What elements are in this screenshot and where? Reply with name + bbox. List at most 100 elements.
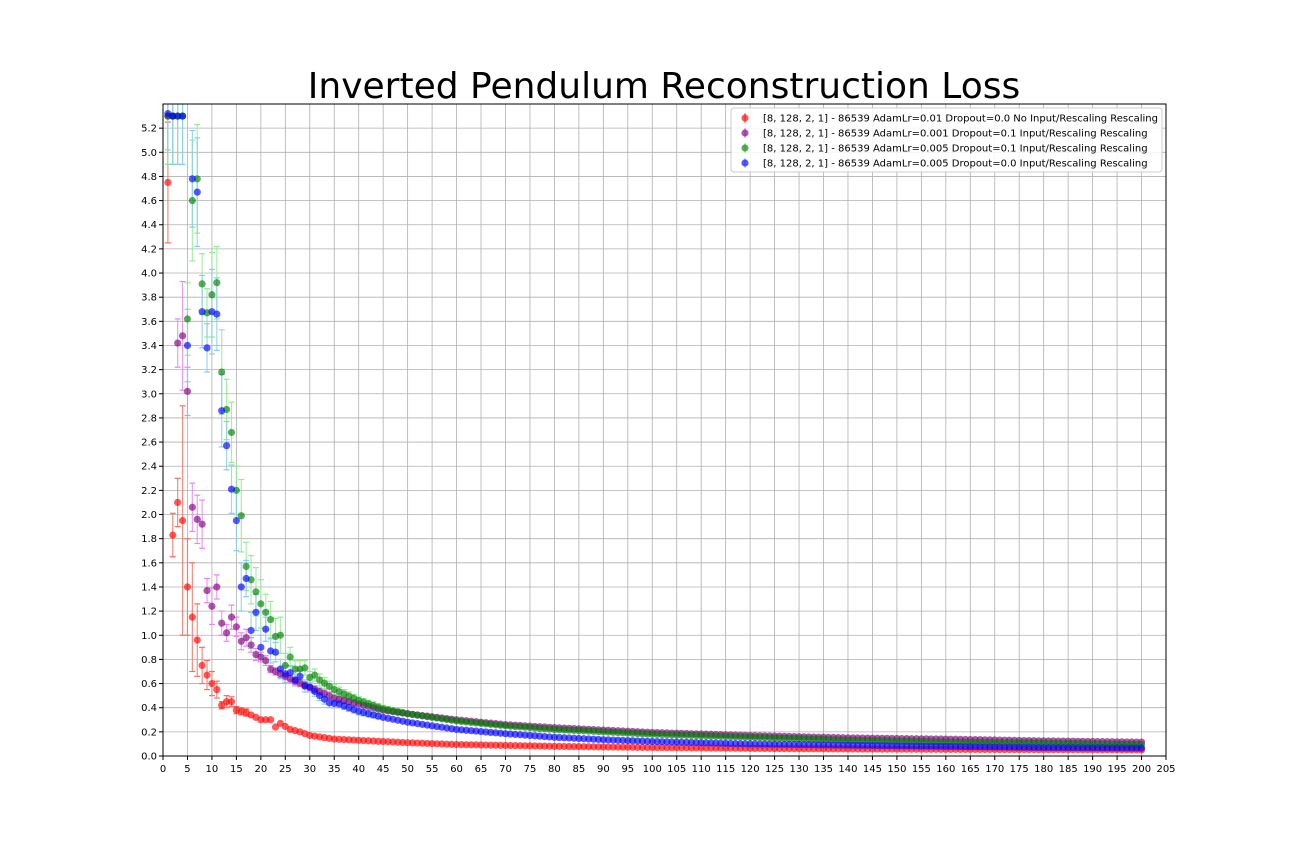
data-point	[218, 407, 226, 415]
y-tick-label: 4.8	[141, 172, 157, 183]
data-point	[203, 586, 211, 595]
x-tick-label: 200	[1132, 764, 1151, 775]
data-point	[208, 679, 216, 688]
x-tick-label: 5	[184, 764, 190, 775]
x-tick-label: 165	[961, 764, 980, 775]
data-point	[262, 657, 270, 665]
x-tick-label: 15	[230, 764, 243, 775]
legend: [8, 128, 2, 1] - 86539 AdamLr=0.01 Dropo…	[730, 107, 1163, 173]
x-tick-label: 140	[838, 764, 857, 775]
x-tick-label: 170	[985, 764, 1004, 775]
legend-label: [8, 128, 2, 1] - 86539 AdamLr=0.005 Drop…	[763, 159, 1148, 170]
data-point	[271, 648, 280, 656]
data-point	[188, 175, 196, 183]
data-point	[257, 600, 265, 608]
x-tick-label: 25	[279, 764, 292, 775]
data-point	[227, 485, 236, 493]
data-point	[213, 310, 221, 318]
x-tick-label: 105	[667, 764, 686, 775]
y-tick-label: 2.4	[141, 462, 157, 473]
data-point	[193, 515, 201, 523]
x-tick-label: 70	[499, 764, 512, 775]
data-point	[267, 615, 275, 624]
y-tick-label: 2.8	[141, 413, 157, 424]
data-point	[242, 574, 250, 583]
data-point	[193, 636, 201, 644]
data-point	[174, 339, 182, 347]
y-tick-label: 0.8	[141, 655, 157, 666]
y-tick-label: 0.2	[141, 727, 157, 738]
legend-marker	[741, 129, 749, 137]
y-tick-label: 2.0	[141, 510, 157, 521]
y-tick-label: 4.4	[141, 220, 157, 231]
data-point	[276, 665, 285, 673]
x-tick-label: 80	[548, 764, 561, 775]
y-tick-label: 3.8	[141, 293, 157, 304]
y-tick-label: 1.2	[141, 607, 157, 618]
y-tick-label: 1.6	[141, 558, 157, 569]
data-point	[1137, 744, 1146, 752]
x-tick-label: 195	[1108, 764, 1127, 775]
legend-marker	[741, 144, 749, 152]
data-point	[306, 683, 314, 691]
x-tick-label: 20	[254, 764, 267, 775]
x-tick-label: 100	[643, 764, 662, 775]
x-tick-label: 45	[377, 764, 390, 775]
x-tick-label: 160	[936, 764, 955, 775]
x-tick-label: 30	[303, 764, 316, 775]
x-tick-label: 205	[1156, 764, 1175, 775]
x-tick-label: 75	[524, 764, 537, 775]
y-tick-label: 2.6	[141, 438, 157, 449]
x-tick-label: 145	[863, 764, 882, 775]
data-point	[262, 625, 270, 633]
y-tick-label: 3.6	[141, 317, 157, 328]
y-tick-label: 3.4	[141, 341, 157, 352]
data-point	[169, 531, 177, 539]
data-point	[227, 698, 236, 706]
y-tick-label: 5.2	[141, 124, 157, 135]
series-3-points	[164, 112, 1146, 749]
data-points	[164, 110, 1146, 754]
series-4-points	[164, 110, 1146, 752]
data-point	[188, 196, 196, 205]
x-tick-label: 40	[352, 764, 365, 775]
x-tick-label: 150	[887, 764, 906, 775]
y-tick-label: 4.0	[141, 269, 157, 280]
y-tick-label: 0.6	[141, 679, 157, 690]
data-point	[178, 516, 187, 525]
data-point	[223, 629, 231, 637]
legend-label: [8, 128, 2, 1] - 86539 AdamLr=0.005 Drop…	[763, 144, 1148, 155]
y-axis-ticks: 0.0 0.2 0.4 0.6 0.8 1.0 1.2 1.4 1.6 1.8 2.0 2.2 2.4 2…	[141, 124, 163, 763]
data-point	[311, 671, 319, 679]
data-point	[183, 315, 192, 323]
x-tick-label: 55	[426, 764, 439, 775]
data-point	[193, 188, 201, 196]
y-tick-label: 2.2	[141, 486, 157, 497]
legend-label: [8, 128, 2, 1] - 86539 AdamLr=0.001 Drop…	[763, 129, 1148, 140]
x-tick-label: 175	[1010, 764, 1029, 775]
data-point	[183, 387, 192, 395]
x-tick-label: 90	[597, 764, 610, 775]
data-point	[301, 664, 309, 672]
y-tick-label: 3.0	[141, 389, 157, 400]
data-point	[174, 498, 182, 507]
data-point	[296, 672, 304, 680]
data-point	[257, 643, 265, 651]
data-point	[276, 631, 285, 639]
x-tick-label: 155	[912, 764, 931, 775]
chart-title: Inverted Pendulum Reconstruction Loss	[308, 66, 1020, 107]
x-tick-label: 50	[401, 764, 414, 775]
data-point	[267, 716, 275, 724]
data-point	[223, 442, 231, 450]
x-tick-label: 0	[160, 764, 166, 775]
plot-frame	[162, 103, 1167, 757]
data-point	[188, 613, 196, 621]
legend-marker	[741, 159, 749, 167]
data-point	[286, 653, 294, 661]
y-tick-label: 1.0	[141, 631, 157, 642]
data-point	[286, 669, 294, 677]
data-point	[218, 619, 226, 627]
x-tick-label: 125	[765, 764, 784, 775]
data-point	[247, 626, 255, 635]
